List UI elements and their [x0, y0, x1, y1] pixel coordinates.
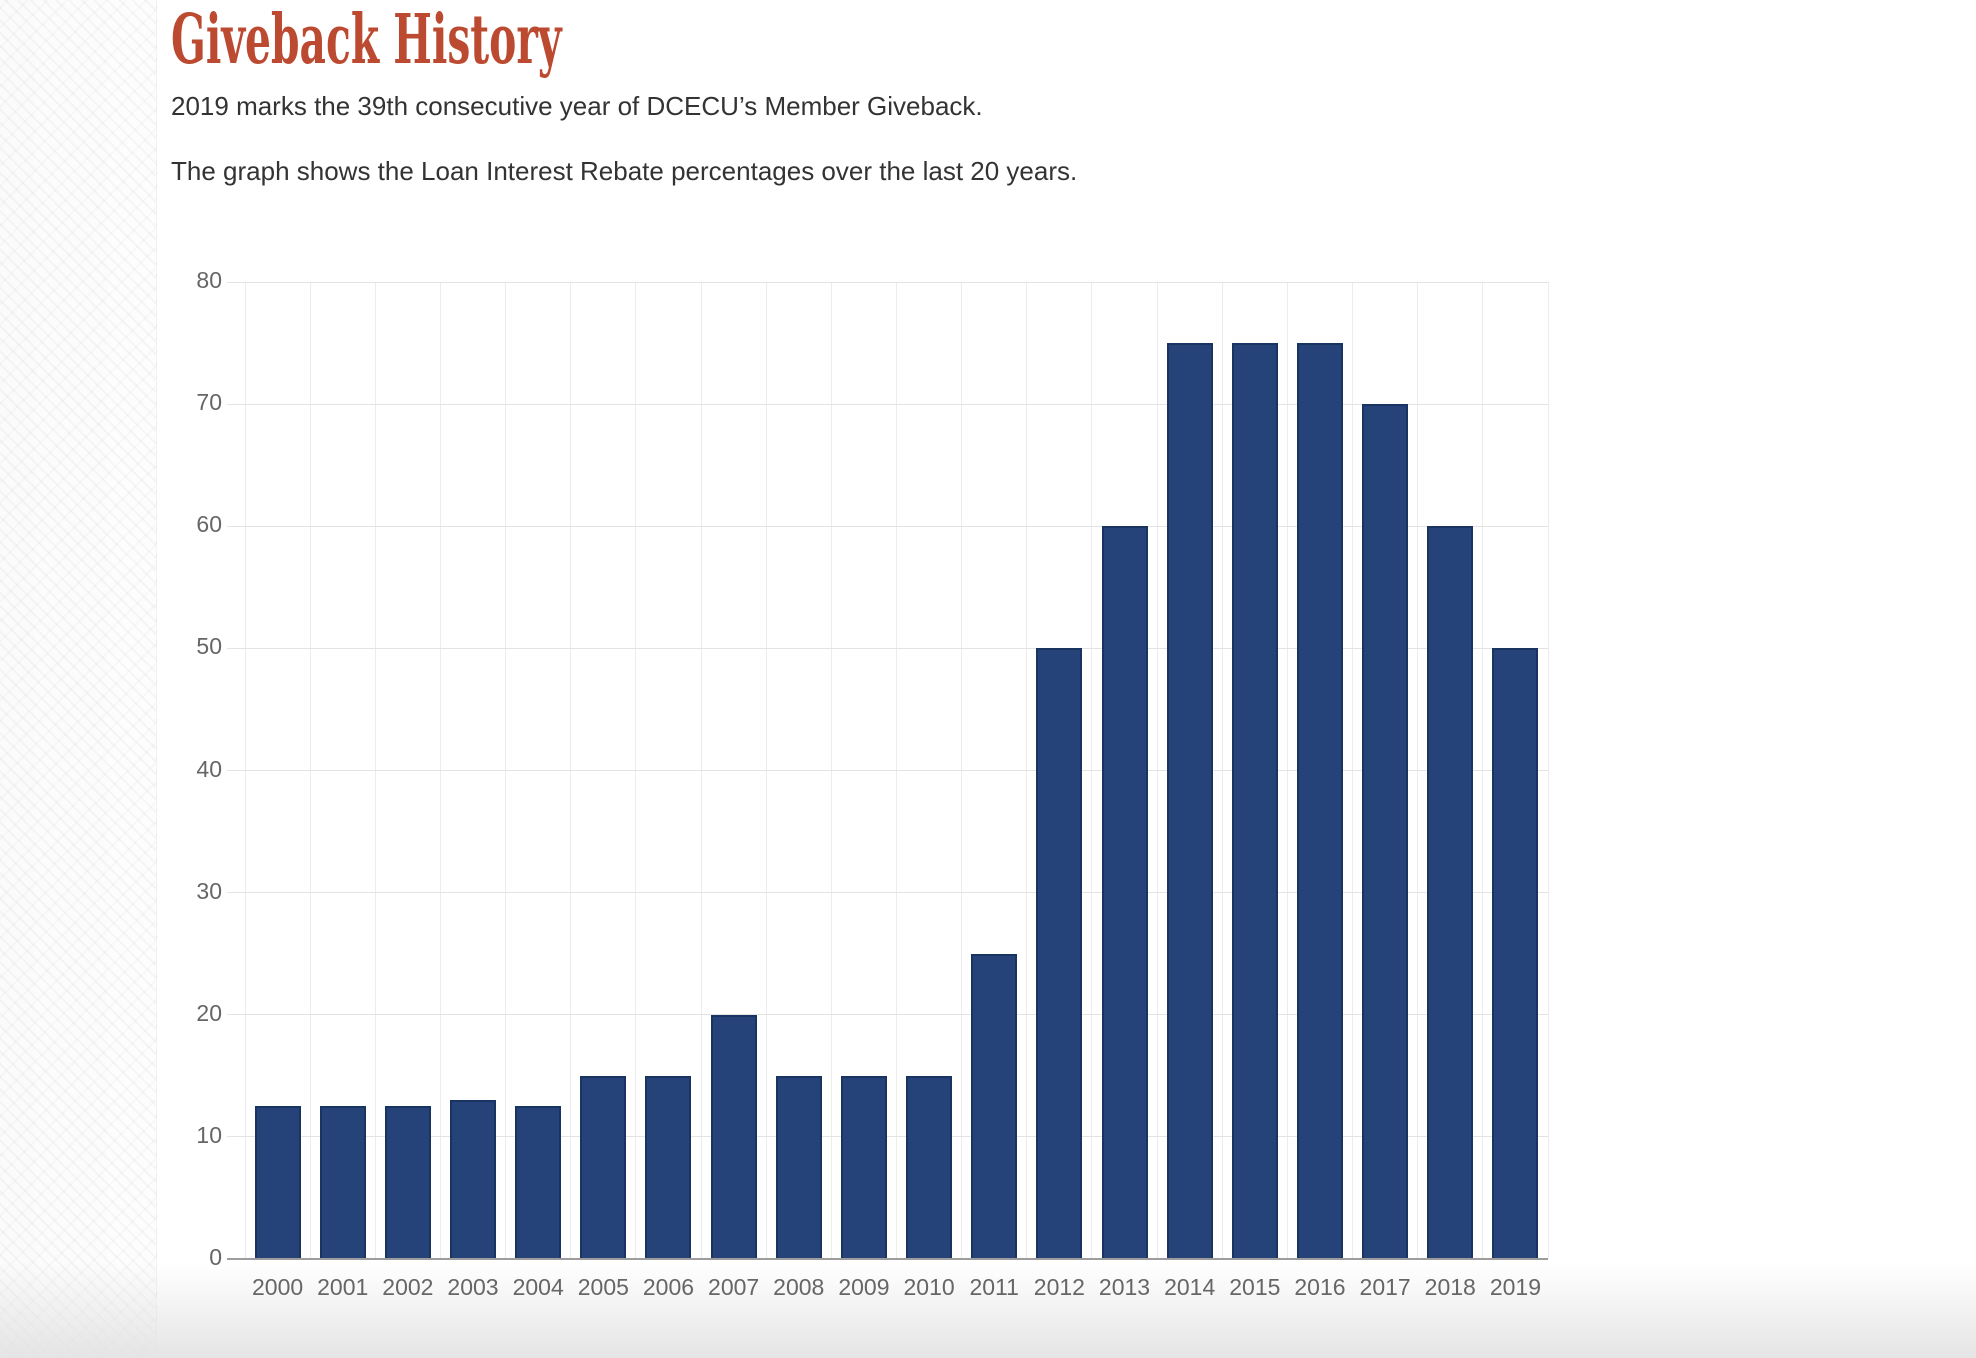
x-axis-line — [227, 1258, 1548, 1260]
y-axis-label: 60 — [196, 511, 222, 538]
bar-2013 — [1101, 526, 1148, 1259]
x-axis-label-2018: 2018 — [1424, 1274, 1476, 1300]
intro-text-2: The graph shows the Loan Interest Rebate… — [171, 156, 1078, 186]
x-axis-label-2015: 2015 — [1229, 1274, 1281, 1300]
bar-2016 — [1296, 343, 1343, 1259]
y-axis-label: 20 — [196, 999, 222, 1026]
page-title: Giveback History — [171, 0, 562, 80]
bar-2001 — [319, 1106, 366, 1259]
y-axis-label: 70 — [196, 389, 222, 416]
bar-2018 — [1427, 526, 1474, 1259]
x-axis-label-2007: 2007 — [708, 1274, 760, 1300]
h-gridline — [227, 1014, 1548, 1016]
page-left-edge-texture — [0, 0, 157, 1358]
y-axis-label: 30 — [196, 877, 222, 904]
h-gridline — [227, 892, 1548, 894]
x-axis-label-2011: 2011 — [969, 1274, 1019, 1300]
x-axis-label-2002: 2002 — [382, 1274, 434, 1300]
y-axis-label: 50 — [196, 633, 222, 660]
intro-text-1: 2019 marks the 39th consecutive year of … — [171, 91, 983, 121]
x-axis-label-2003: 2003 — [447, 1274, 499, 1300]
bar-2012 — [1036, 648, 1083, 1259]
h-gridline — [227, 281, 1548, 283]
y-axis-label: 0 — [209, 1244, 222, 1270]
bar-2009 — [840, 1075, 887, 1259]
h-gridline — [227, 403, 1548, 405]
x-axis-label-2006: 2006 — [642, 1274, 695, 1300]
bar-2007 — [710, 1014, 757, 1259]
x-axis-label-2005: 2005 — [577, 1274, 629, 1300]
bar-2014 — [1166, 343, 1213, 1259]
bar-2010 — [906, 1075, 953, 1259]
bar-2019 — [1492, 648, 1539, 1259]
h-gridline — [227, 647, 1548, 649]
h-gridline — [227, 525, 1548, 527]
h-gridline — [227, 1136, 1548, 1138]
h-gridline — [227, 770, 1548, 771]
y-axis-label: 40 — [196, 755, 222, 782]
bar-2004 — [515, 1106, 562, 1259]
x-axis-label-2014: 2014 — [1164, 1274, 1216, 1300]
x-axis-label-2010: 2010 — [903, 1274, 955, 1300]
y-axis-label: 10 — [196, 1121, 222, 1148]
bar-2011 — [971, 953, 1018, 1259]
x-axis-label-2013: 2013 — [1098, 1274, 1151, 1300]
bar-2008 — [775, 1075, 822, 1259]
bar-2017 — [1362, 404, 1409, 1259]
bar-2000 — [254, 1106, 301, 1259]
x-axis-label-2001: 2001 — [317, 1274, 369, 1300]
bar-2015 — [1231, 343, 1278, 1259]
x-axis-label-2019: 2019 — [1489, 1274, 1541, 1300]
x-axis-label-2000: 2000 — [251, 1274, 304, 1300]
bar-2005 — [580, 1075, 627, 1259]
x-axis-label-2017: 2017 — [1359, 1274, 1411, 1300]
x-axis-label-2004: 2004 — [512, 1274, 564, 1300]
x-axis-label-2012: 2012 — [1033, 1274, 1085, 1300]
chart-plot-area — [227, 281, 1549, 1260]
y-axis-label: 80 — [196, 267, 222, 293]
x-axis-label-2009: 2009 — [838, 1274, 890, 1300]
bar-2003 — [450, 1100, 497, 1259]
v-gridline — [1547, 282, 1549, 1259]
bar-2006 — [645, 1075, 692, 1259]
x-axis-label-2016: 2016 — [1294, 1274, 1346, 1300]
x-axis-label-2008: 2008 — [773, 1274, 825, 1300]
bar-2002 — [384, 1106, 431, 1259]
